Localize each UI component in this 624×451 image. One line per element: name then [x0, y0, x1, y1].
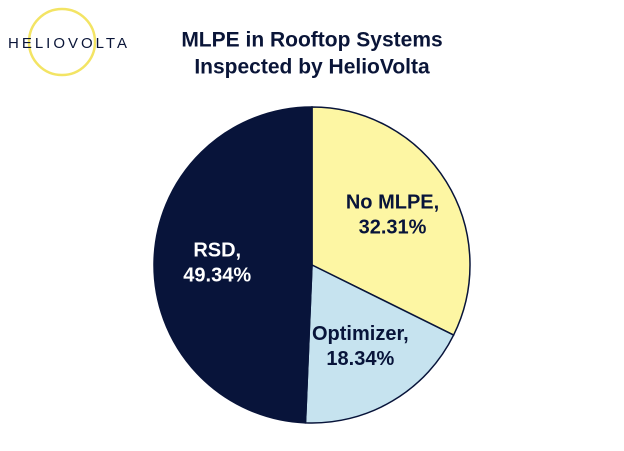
pie-slice: [304, 263, 455, 424]
logo-text: HELIOVOLTA: [8, 35, 130, 52]
chart-title: Inspected by HelioVolta: [194, 56, 430, 79]
slice-label: RSD,: [193, 239, 241, 261]
chart-title: MLPE in Rooftop Systems: [181, 29, 442, 52]
slice-value-label: 18.34%: [326, 348, 394, 370]
pie-slice: [311, 106, 471, 337]
logo-ring: [27, 7, 97, 77]
pie-slice: [153, 106, 313, 424]
slice-label: Optimizer,: [312, 323, 409, 345]
slice-value-label: 49.34%: [183, 264, 251, 286]
slice-value-label: 32.31%: [359, 216, 427, 238]
slice-label: No MLPE,: [346, 191, 439, 213]
